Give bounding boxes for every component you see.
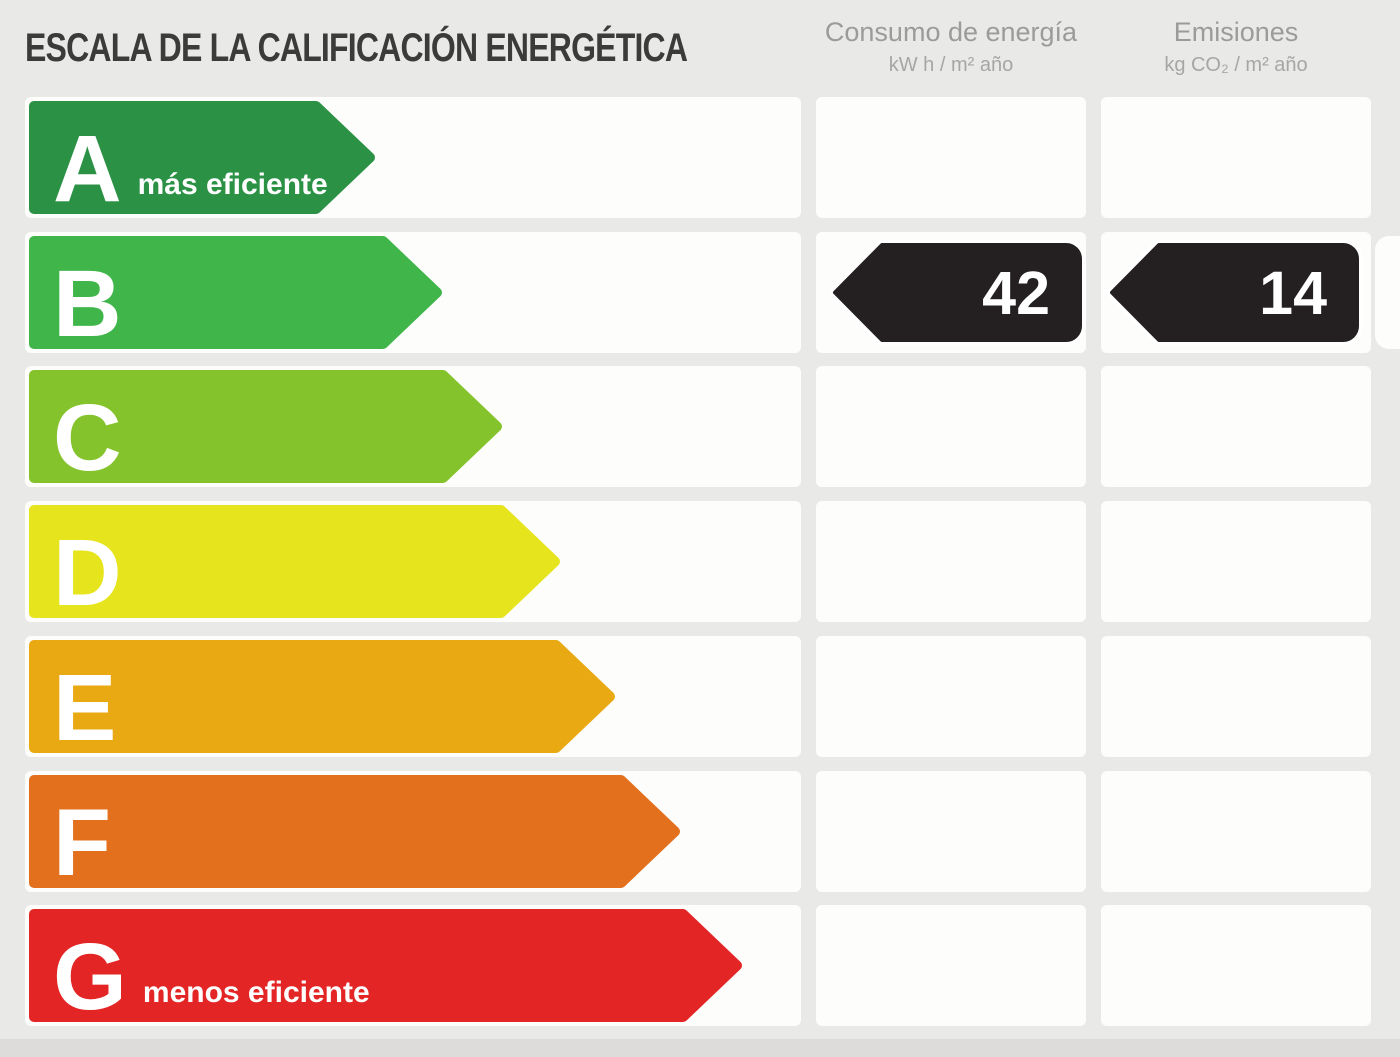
emissions-cell-F	[1101, 771, 1371, 892]
consumption-cell-D	[816, 501, 1086, 622]
emissions-cell-A	[1101, 97, 1371, 218]
consumption-cell-F	[816, 771, 1086, 892]
rating-letter-A: A	[53, 115, 122, 222]
rating-letter-D: D	[53, 519, 122, 626]
consumption-cell-A	[816, 97, 1086, 218]
rating-arrow-F-icon	[29, 775, 680, 888]
emissions-badge: 14	[1106, 239, 1363, 346]
emissions-label: Emisiones	[1173, 17, 1299, 47]
emissions-cell-C	[1101, 366, 1371, 487]
consumption-cell-E	[816, 636, 1086, 757]
scale-row-C: C	[0, 366, 1400, 487]
emissions-units: kg CO₂ / m² año	[1164, 53, 1308, 76]
scale-row-F: F	[0, 771, 1400, 892]
rating-arrow-E-icon	[29, 640, 615, 753]
consumption-cell-C	[816, 366, 1086, 487]
bar-label-C: C	[53, 366, 122, 487]
rating-arrow-B-icon	[29, 236, 442, 349]
scale-row-B: B 42 14	[0, 232, 1400, 353]
bar-label-D: D	[53, 501, 122, 622]
column-header-consumption: Consumo de energía kW h / m² año	[816, 16, 1086, 80]
efficiency-sublabel: más eficiente	[137, 168, 328, 201]
rating-arrow-A-icon	[29, 101, 375, 214]
bottom-strip	[0, 1039, 1400, 1057]
consumption-badge-value: 42	[982, 258, 1050, 327]
scale-row-E: E	[0, 636, 1400, 757]
emissions-cell-E	[1101, 636, 1371, 757]
bar-label-F: F	[53, 771, 111, 892]
cutoff-badge-sliver	[1375, 236, 1400, 349]
rating-badge-arrow-icon	[829, 239, 1086, 346]
consumption-badge: 42	[829, 239, 1086, 346]
column-header-emissions: Emisiones kg CO₂ / m² año	[1101, 16, 1371, 80]
consumption-label: Consumo de energía	[824, 17, 1078, 47]
rating-arrow-D-icon	[29, 505, 560, 618]
rating-letter-E: E	[53, 654, 117, 761]
bar-label-E: E	[53, 636, 116, 757]
emissions-badge-value: 14	[1259, 258, 1327, 327]
rating-letter-C: C	[53, 384, 122, 491]
rating-badge-arrow-icon	[1106, 239, 1363, 346]
efficiency-sublabel: menos eficiente	[142, 976, 370, 1009]
rating-arrow-G-icon	[29, 909, 742, 1022]
consumption-cell-G	[816, 905, 1086, 1026]
rating-letter-B: B	[53, 250, 122, 357]
scale-row-D: D	[0, 501, 1400, 622]
emissions-cell-G	[1101, 905, 1371, 1026]
consumption-cell-B: 42	[816, 232, 1086, 353]
emissions-cell-B: 14	[1101, 232, 1371, 353]
rating-letter-G: G	[53, 923, 127, 1030]
rating-letter-F: F	[53, 789, 112, 896]
consumption-units: kW h / m² año	[888, 53, 1014, 76]
bar-label-B: B	[53, 232, 122, 353]
page-title: ESCALA DE LA CALIFICACIÓN ENERGÉTICA	[25, 26, 688, 70]
rating-arrow-C-icon	[29, 370, 502, 483]
emissions-cell-D	[1101, 501, 1371, 622]
